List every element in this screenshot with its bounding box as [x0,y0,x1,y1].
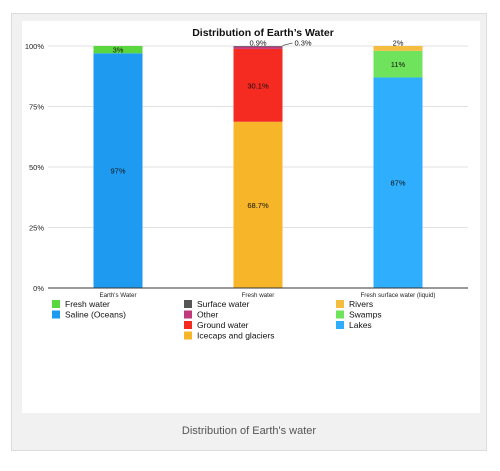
legend-swatch [184,300,192,308]
legend-label: Icecaps and glaciers [197,331,275,341]
legend-swatch [52,300,60,308]
bar-segment [233,46,283,47]
data-label: 97% [110,167,125,176]
x-tick-label: Fresh surface water (liquid) [361,292,436,299]
legend-label: Saline (Oceans) [65,310,126,320]
chart-title: Distribution of Earth’s Water [192,27,334,39]
figure-image: 97% 3% 68.7% 30.1% 0.9% 0.3% 87% 11% 2% 0% 25% 50%… [22,21,480,413]
data-label: 3% [113,46,124,55]
data-label: 68.7% [247,201,269,210]
figure-caption: Distribution of Earth's water [181,425,317,437]
data-label: 2% [393,39,404,48]
bar-segment [233,48,283,122]
water-distribution-chart: 97% 3% 68.7% 30.1% 0.9% 0.3% 87% 11% 2% 0% 25% 50%… [25,27,468,341]
legend-swatch [336,300,344,308]
bar-segment [373,77,423,289]
bar-segment [233,46,283,49]
legend-label: Other [197,310,218,320]
y-tick-label: 25% [29,224,44,233]
data-label: 11% [391,60,406,69]
legend-label: Rivers [349,299,373,309]
bar-segment [93,46,143,54]
bar-segment [93,53,143,289]
legend-label: Lakes [349,320,372,330]
x-tick-label: Fresh water [242,292,275,299]
bar-segment [233,121,283,288]
legend-label: Fresh water [65,299,110,309]
y-tick-label: 50% [29,163,44,172]
legend-swatch [336,321,344,329]
y-tick-label: 100% [25,42,45,51]
data-label: 0.3% [295,39,312,48]
legend-swatch [184,310,192,319]
data-label: 30.1% [247,81,269,90]
bar-segment [373,46,423,51]
legend-label: Surface water [197,299,250,309]
data-label: 87% [390,179,405,188]
bar-segment [373,50,423,78]
data-label: 0.9% [249,39,266,48]
legend-swatch [52,310,60,319]
legend-label: Ground water [197,320,249,330]
leader-line [282,42,293,46]
legend-swatch [184,331,192,340]
x-tick-label: Earth's Water [99,292,136,299]
y-tick-label: 75% [29,103,44,112]
legend-swatch [336,310,344,319]
legend-label: Swamps [349,310,382,320]
legend-swatch [184,321,192,329]
y-tick-label: 0% [33,284,44,293]
